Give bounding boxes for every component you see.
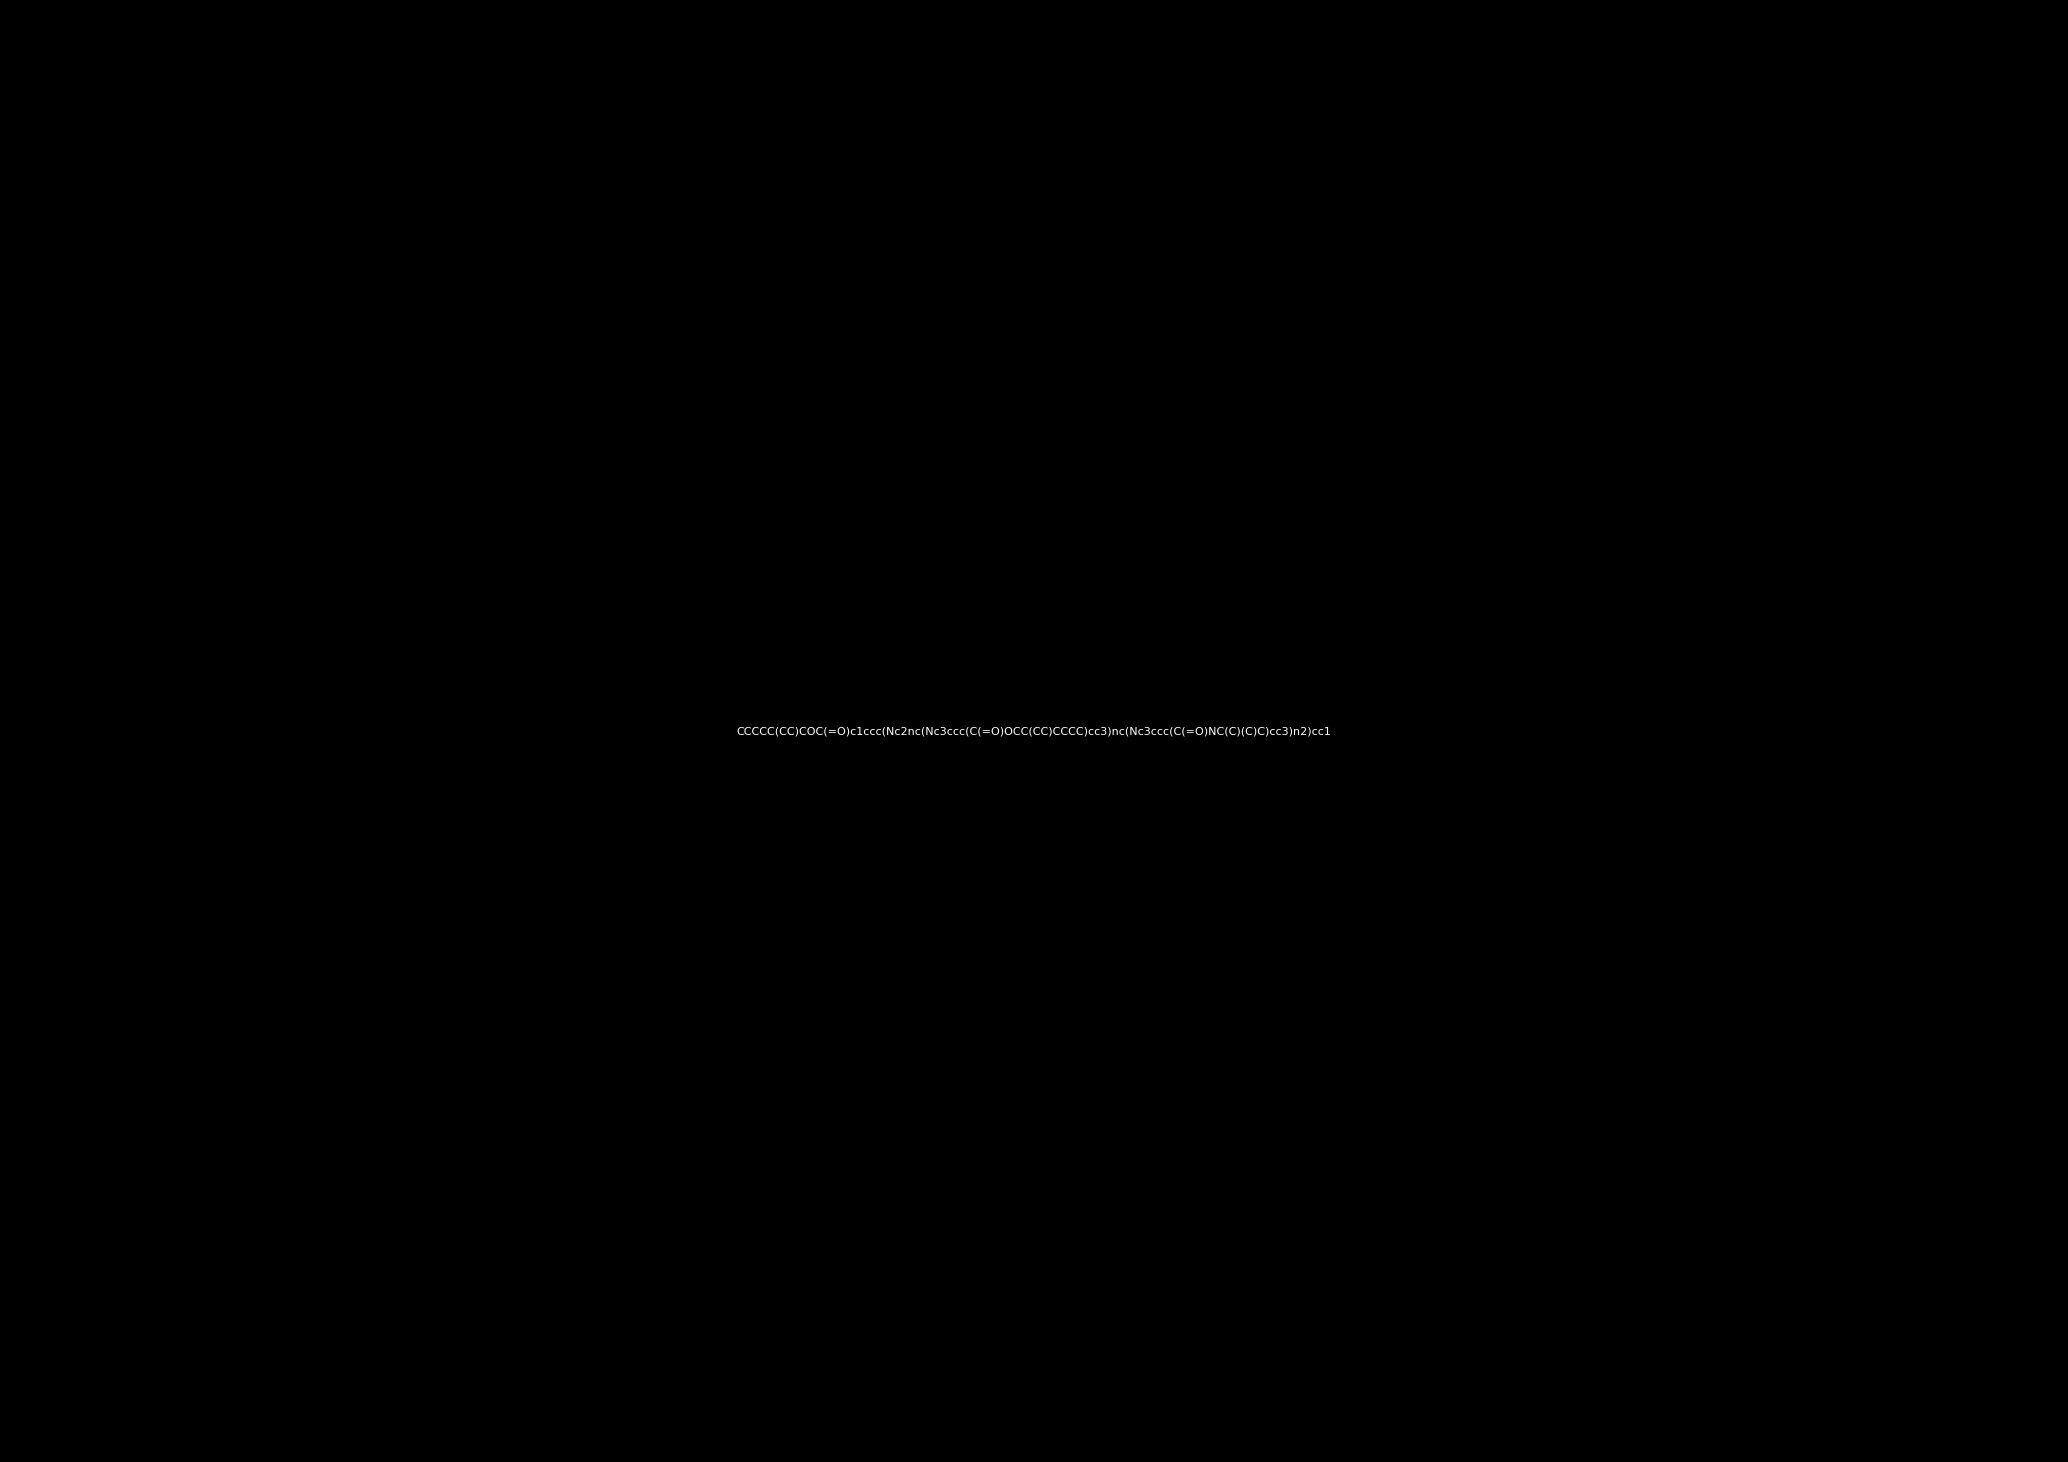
- Text: CCCCC(CC)COC(=O)c1ccc(Nc2nc(Nc3ccc(C(=O)OCC(CC)CCCC)cc3)nc(Nc3ccc(C(=O)NC(C)(C)C: CCCCC(CC)COC(=O)c1ccc(Nc2nc(Nc3ccc(C(=O)…: [736, 727, 1332, 735]
